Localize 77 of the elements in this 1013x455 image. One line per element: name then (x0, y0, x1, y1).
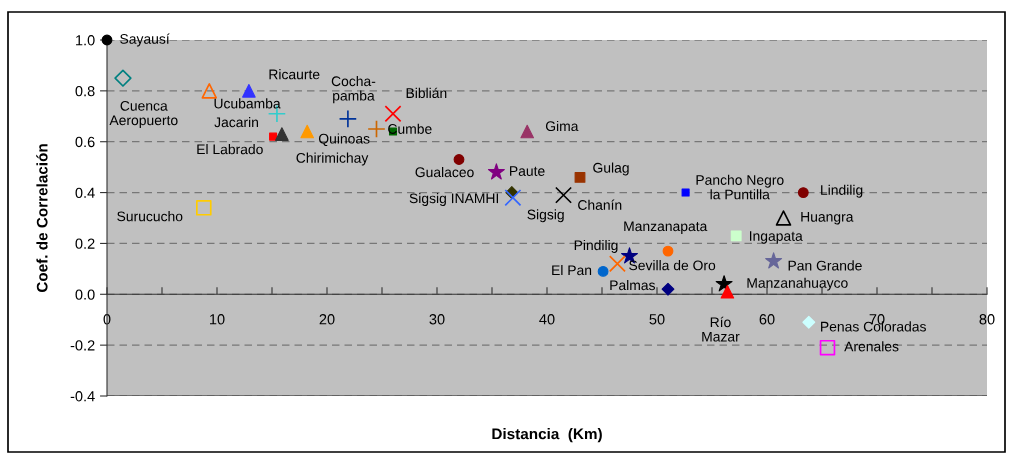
y-tick-label: -0.4 (70, 391, 95, 402)
series-label: Pindilig (574, 239, 618, 253)
x-tick-label: 20 (319, 314, 335, 325)
x-tick-label: 40 (539, 314, 555, 325)
series-label: Surucucho (117, 211, 183, 222)
point (555, 186, 572, 204)
series-label: Sigsig (527, 209, 564, 223)
x-tick-label: 50 (649, 314, 665, 325)
y-tick-label: 0.2 (75, 238, 95, 249)
series-label: Paute (510, 166, 545, 176)
x-tick-label: 80 (979, 314, 995, 325)
series-label: Biblián (406, 87, 447, 99)
series-label: Sigsig INAMHI (409, 193, 499, 206)
series-label: El Pan (552, 264, 592, 276)
x-tick-label: 60 (759, 314, 775, 325)
series-label: Chanín (578, 199, 622, 210)
y-tick-label: -0.2 (70, 340, 95, 351)
x-axis-title: Distancia (Km) (492, 428, 602, 443)
point (765, 252, 783, 269)
series-label: Sayausí (120, 33, 170, 47)
series-label: Quinoas (318, 133, 370, 147)
point (487, 163, 505, 180)
y-tick-label: 1.0 (76, 35, 95, 46)
point (384, 105, 402, 123)
series-label: Cuenca Aeropuerto (109, 100, 178, 128)
point (797, 187, 809, 198)
series-label: Cocha- pamba (331, 75, 376, 104)
point (453, 154, 465, 165)
y-tick-label: 0.6 (75, 136, 95, 148)
point (269, 132, 278, 141)
point (608, 255, 626, 273)
point (597, 265, 609, 277)
point (819, 339, 836, 356)
series-label: Huangra (801, 212, 854, 225)
y-axis-title: Coef. de Correlación (36, 144, 48, 293)
series-label: Cumbe (388, 123, 432, 134)
series-label: Palmas (610, 279, 655, 291)
series-label: Lindilig (821, 184, 863, 198)
point (196, 200, 212, 216)
point (504, 189, 522, 207)
series-label: Río Mazar (702, 316, 740, 342)
series-label: Pancho Negro la Puntilla (696, 174, 784, 200)
y-tick-label: 0.4 (75, 187, 95, 198)
series-label: El Labrado (197, 144, 263, 155)
point (661, 282, 675, 296)
series-label: Gualaceo (415, 166, 474, 178)
x-tick-label: 10 (210, 314, 225, 325)
series-label: Ucubamba (214, 98, 281, 109)
point (300, 124, 315, 139)
series-label: Gima (545, 120, 579, 132)
point (114, 69, 132, 87)
series-label: Arenales (844, 341, 899, 352)
y-tick-label: 0.0 (75, 289, 95, 300)
series-label: Jacarin (214, 116, 258, 128)
y-tick-label: 0.8 (75, 85, 95, 97)
series-label: Manzanahuayco (747, 277, 848, 291)
series-label: Sevilla de Oro (629, 260, 716, 271)
x-tick-label: 0 (103, 314, 111, 325)
series-label: Pan Grande (788, 260, 862, 271)
point (802, 315, 816, 329)
point (275, 127, 289, 141)
point (662, 245, 674, 257)
series-label: Chirimichay (296, 152, 369, 166)
x-tick-label: 30 (429, 314, 445, 325)
point (720, 284, 735, 299)
point (520, 124, 535, 139)
point (730, 230, 742, 242)
point (574, 171, 586, 183)
point (242, 84, 256, 98)
point (775, 210, 792, 226)
series-label: Ingapata (749, 231, 803, 244)
point (681, 188, 690, 197)
series-label: Manzanapata (624, 221, 708, 234)
series-label: Gulag (593, 162, 629, 176)
series-label: Ricaurte (269, 69, 320, 80)
point (201, 83, 218, 99)
point (338, 109, 358, 128)
